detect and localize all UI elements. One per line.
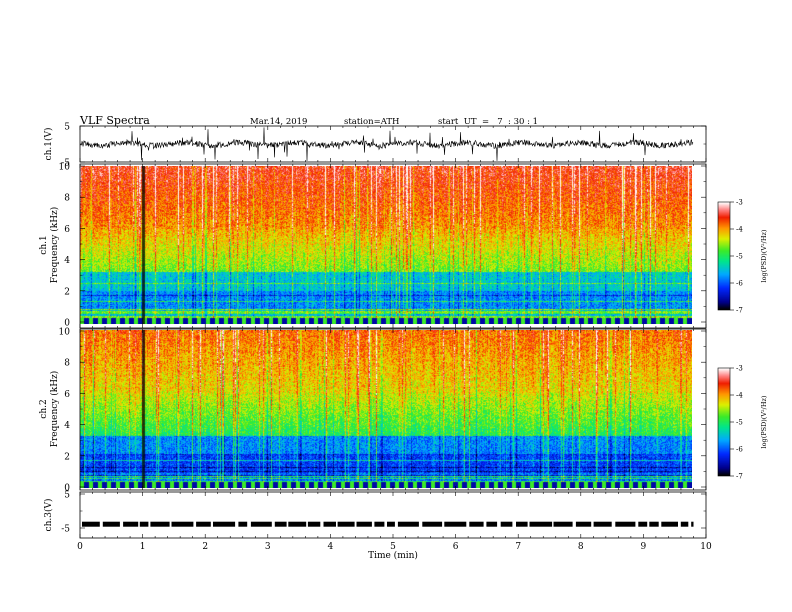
x-tick-label: 6 xyxy=(453,542,459,552)
x-tick-label: 2 xyxy=(202,542,208,552)
colorbar-tick-label: -3 xyxy=(736,199,743,207)
x-tick-label: 1 xyxy=(140,542,146,552)
y-tick-label: 2 xyxy=(64,287,70,297)
start-time-label: start UT = 7 : 30 : 1 xyxy=(438,117,538,127)
colorbar-tick-label: -7 xyxy=(736,307,743,315)
x-tick-label: 4 xyxy=(328,542,334,552)
figure-title: VLF Spectra xyxy=(79,114,150,127)
x-tick-label: 7 xyxy=(515,542,521,552)
colorbar-tick-label: -6 xyxy=(736,446,743,454)
y-tick-label: 6 xyxy=(64,390,70,400)
y-tick-label: 4 xyxy=(64,256,70,266)
y-tick-label: 5 xyxy=(64,491,70,501)
y-tick-label: 10 xyxy=(59,163,71,173)
colorbar-tick-label: -5 xyxy=(736,253,743,261)
x-tick-label: 3 xyxy=(265,542,271,552)
x-tick-label: 5 xyxy=(390,542,396,552)
ch3-waveform-trace xyxy=(82,521,694,527)
ch1-waveform-trace xyxy=(79,127,694,162)
y-tick-label: 10 xyxy=(59,328,71,338)
x-tick-label: 0 xyxy=(77,542,83,552)
x-axis-label: Time (min) xyxy=(368,550,418,561)
colorbar-tick-label: -6 xyxy=(736,280,743,288)
x-tick-label: 9 xyxy=(641,542,647,552)
ch1-ylabel: ch.1(V) xyxy=(43,128,54,161)
ch2-spec-ylabel-line1: ch.2 xyxy=(39,399,49,418)
ch3-ylabel: ch.3(V) xyxy=(43,499,54,532)
colorbar-tick-label: -4 xyxy=(736,392,743,400)
y-tick-label: 8 xyxy=(64,359,70,369)
y-tick-label: 5 xyxy=(64,123,70,133)
colorbar-label: log(PSD)(V²/Hz) xyxy=(760,395,768,448)
x-tick-label: 10 xyxy=(700,542,712,552)
ch2-colorbar xyxy=(718,368,730,476)
ch1-spec-ylabel-line2: Frequency (kHz) xyxy=(49,207,60,284)
ch1-spectrogram-image xyxy=(80,166,692,324)
y-tick-label: 4 xyxy=(64,421,70,431)
colorbar-tick-label: -3 xyxy=(736,365,743,373)
ch1-colorbar xyxy=(718,202,730,310)
ch2-spectrogram-image xyxy=(80,330,692,488)
ch2-spec-ylabel-line2: Frequency (kHz) xyxy=(49,371,60,448)
y-tick-label: 8 xyxy=(64,194,70,204)
ch3-waveform-frame xyxy=(79,491,707,539)
y-tick-label: 6 xyxy=(64,225,70,235)
y-tick-label: -5 xyxy=(61,159,70,169)
colorbar-tick-label: -5 xyxy=(736,419,743,427)
y-tick-label: 2 xyxy=(64,452,70,462)
colorbar-label: log(PSD)(V²/Hz) xyxy=(760,229,768,282)
y-tick-label: 0 xyxy=(64,484,70,494)
ch1-spec-ylabel-line1: ch.1 xyxy=(39,235,49,254)
date-label: Mar.14, 2019 xyxy=(250,117,307,127)
y-tick-label: 0 xyxy=(64,319,70,329)
station-label: station=ATH xyxy=(344,117,399,127)
colorbar-tick-label: -7 xyxy=(736,473,743,481)
x-tick-label: 8 xyxy=(578,542,584,552)
colorbar-tick-label: -4 xyxy=(736,226,743,234)
y-tick-label: -5 xyxy=(61,525,70,535)
